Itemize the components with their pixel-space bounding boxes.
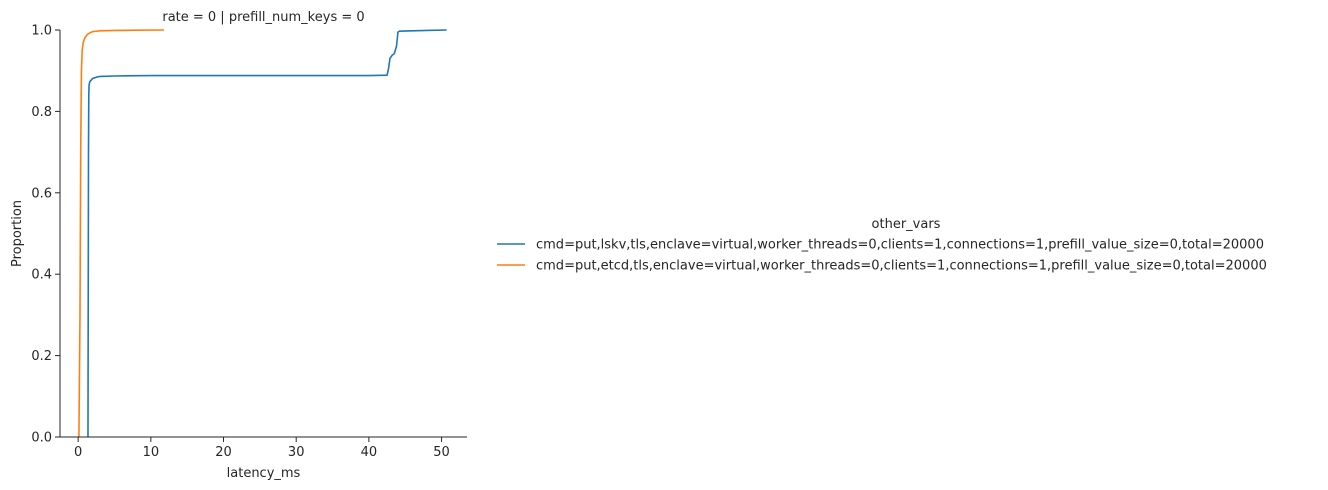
x-tick-label: 30 [288, 445, 305, 460]
y-tick-label: 0.8 [31, 105, 52, 120]
x-tick-label: 10 [143, 445, 160, 460]
y-tick-label: 0.4 [31, 268, 52, 283]
legend-title: other_vars [872, 217, 941, 232]
legend: other_vars cmd=put,lskv,tls,enclave=virt… [497, 217, 1267, 274]
y-ticks: 0.0 0.2 0.4 0.6 0.8 1.0 [31, 24, 60, 446]
legend-entry-1: cmd=put,etcd,tls,enclave=virtual,worker_… [536, 259, 1267, 274]
axes [59, 30, 467, 438]
x-axis-label: latency_ms [227, 466, 301, 481]
y-tick-label: 0.2 [31, 349, 52, 364]
x-ticks: 0 10 20 30 40 50 [74, 437, 450, 460]
x-tick-label: 20 [215, 445, 232, 460]
series-line-0 [87, 29, 447, 438]
legend-entry-0: cmd=put,lskv,tls,enclave=virtual,worker_… [536, 238, 1264, 253]
y-tick-label: 0.0 [31, 431, 52, 446]
legend-items: cmd=put,lskv,tls,enclave=virtual,worker_… [497, 238, 1267, 274]
y-tick-label: 1.0 [31, 24, 52, 39]
x-tick-label: 50 [433, 445, 450, 460]
x-tick-label: 0 [74, 445, 82, 460]
y-tick-label: 0.6 [31, 186, 52, 201]
y-axis-label: Proportion [10, 200, 25, 267]
chart-title: rate = 0 | prefill_num_keys = 0 [162, 10, 364, 25]
series-line-1 [78, 29, 164, 438]
x-tick-label: 40 [361, 445, 378, 460]
series-layer [78, 29, 447, 438]
